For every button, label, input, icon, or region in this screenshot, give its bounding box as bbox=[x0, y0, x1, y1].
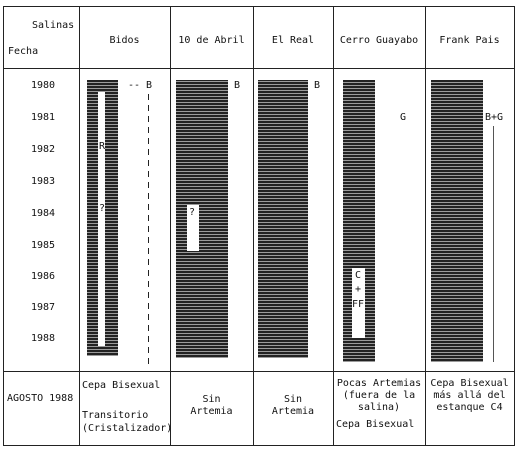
footer-el-real-line: Artemia bbox=[271, 406, 315, 417]
column-divider bbox=[514, 6, 515, 446]
corner-fecha-label: Fecha bbox=[8, 46, 39, 57]
column-divider bbox=[253, 6, 254, 446]
abril-gap bbox=[187, 205, 199, 251]
year-label: 1984 bbox=[31, 208, 56, 219]
footer-cerro-line: (fuera de la bbox=[342, 390, 416, 401]
year-label: 1981 bbox=[31, 112, 56, 123]
year-label: 1985 bbox=[31, 240, 56, 251]
frank-pais-bar bbox=[431, 80, 483, 362]
footer-bidos-line: Transitorio bbox=[82, 410, 149, 421]
cerro-guayabo-gap bbox=[352, 268, 365, 338]
bidos-question-marker: ? bbox=[99, 203, 106, 214]
bidos-dashed-line bbox=[148, 94, 149, 364]
footer-cerro-line: Pocas Artemias bbox=[336, 378, 422, 389]
bidos-b-marker: -- B bbox=[128, 80, 153, 91]
year-label: 1980 bbox=[31, 80, 56, 91]
footer-frank-line: estanque C4 bbox=[436, 402, 503, 413]
column-divider bbox=[79, 6, 80, 446]
cerro-plus-marker: + bbox=[355, 284, 362, 295]
year-label: 1986 bbox=[31, 271, 56, 282]
footer-abril-line: Artemia bbox=[190, 406, 233, 417]
frank-bg-marker: B+G bbox=[485, 112, 504, 123]
column-header-frank-pais: Frank Pais bbox=[439, 35, 500, 46]
years-bottom-border bbox=[3, 371, 515, 372]
bidos-r-marker: R bbox=[99, 141, 106, 152]
column-divider bbox=[3, 6, 4, 446]
column-header-bidos: Bidos bbox=[109, 35, 140, 46]
footer-bidos-line: (Cristalizador) bbox=[82, 423, 173, 434]
footer-el-real-line: Sin bbox=[283, 394, 303, 405]
cerro-ff-marker: FF bbox=[352, 299, 365, 310]
column-header-10-de-abril: 10 de Abril bbox=[178, 35, 245, 46]
abril-b-marker: B bbox=[234, 80, 241, 91]
footer-frank-line: más allá del bbox=[433, 390, 506, 401]
table-bottom-border bbox=[3, 445, 515, 446]
table-top-border bbox=[3, 6, 515, 7]
footer-bidos-line: Cepa Bisexual bbox=[82, 380, 161, 391]
footer-cerro-line: Cepa Bisexual bbox=[336, 419, 415, 430]
year-label: 1983 bbox=[31, 176, 56, 187]
footer-frank-line: Cepa Bisexual bbox=[430, 378, 509, 389]
cerro-c-marker: C bbox=[355, 270, 362, 281]
year-label: 1982 bbox=[31, 144, 56, 155]
corner-salinas-label: Salinas bbox=[32, 20, 75, 31]
cerro-guayabo-bar bbox=[343, 80, 375, 362]
year-label: 1987 bbox=[31, 302, 56, 313]
header-bottom-border bbox=[3, 68, 515, 69]
column-divider bbox=[425, 6, 426, 446]
el-real-bar bbox=[258, 80, 308, 358]
frank-pais-line bbox=[493, 126, 494, 362]
column-header-el-real: El Real bbox=[271, 35, 315, 46]
abril-bar bbox=[176, 80, 228, 358]
column-divider bbox=[333, 6, 334, 446]
bidos-inner-channel bbox=[98, 92, 105, 346]
el-real-b-marker: B bbox=[314, 80, 321, 91]
footer-date-label: AGOSTO 1988 bbox=[7, 393, 74, 404]
abril-question-marker: ? bbox=[189, 207, 196, 218]
footer-abril-line: Sin bbox=[202, 394, 221, 405]
column-header-cerro-guayabo: Cerro Guayabo bbox=[339, 35, 419, 46]
year-label: 1988 bbox=[31, 333, 56, 344]
column-divider bbox=[170, 6, 171, 446]
footer-cerro-line: salina) bbox=[357, 402, 401, 413]
cerro-g-marker: G bbox=[400, 112, 407, 123]
